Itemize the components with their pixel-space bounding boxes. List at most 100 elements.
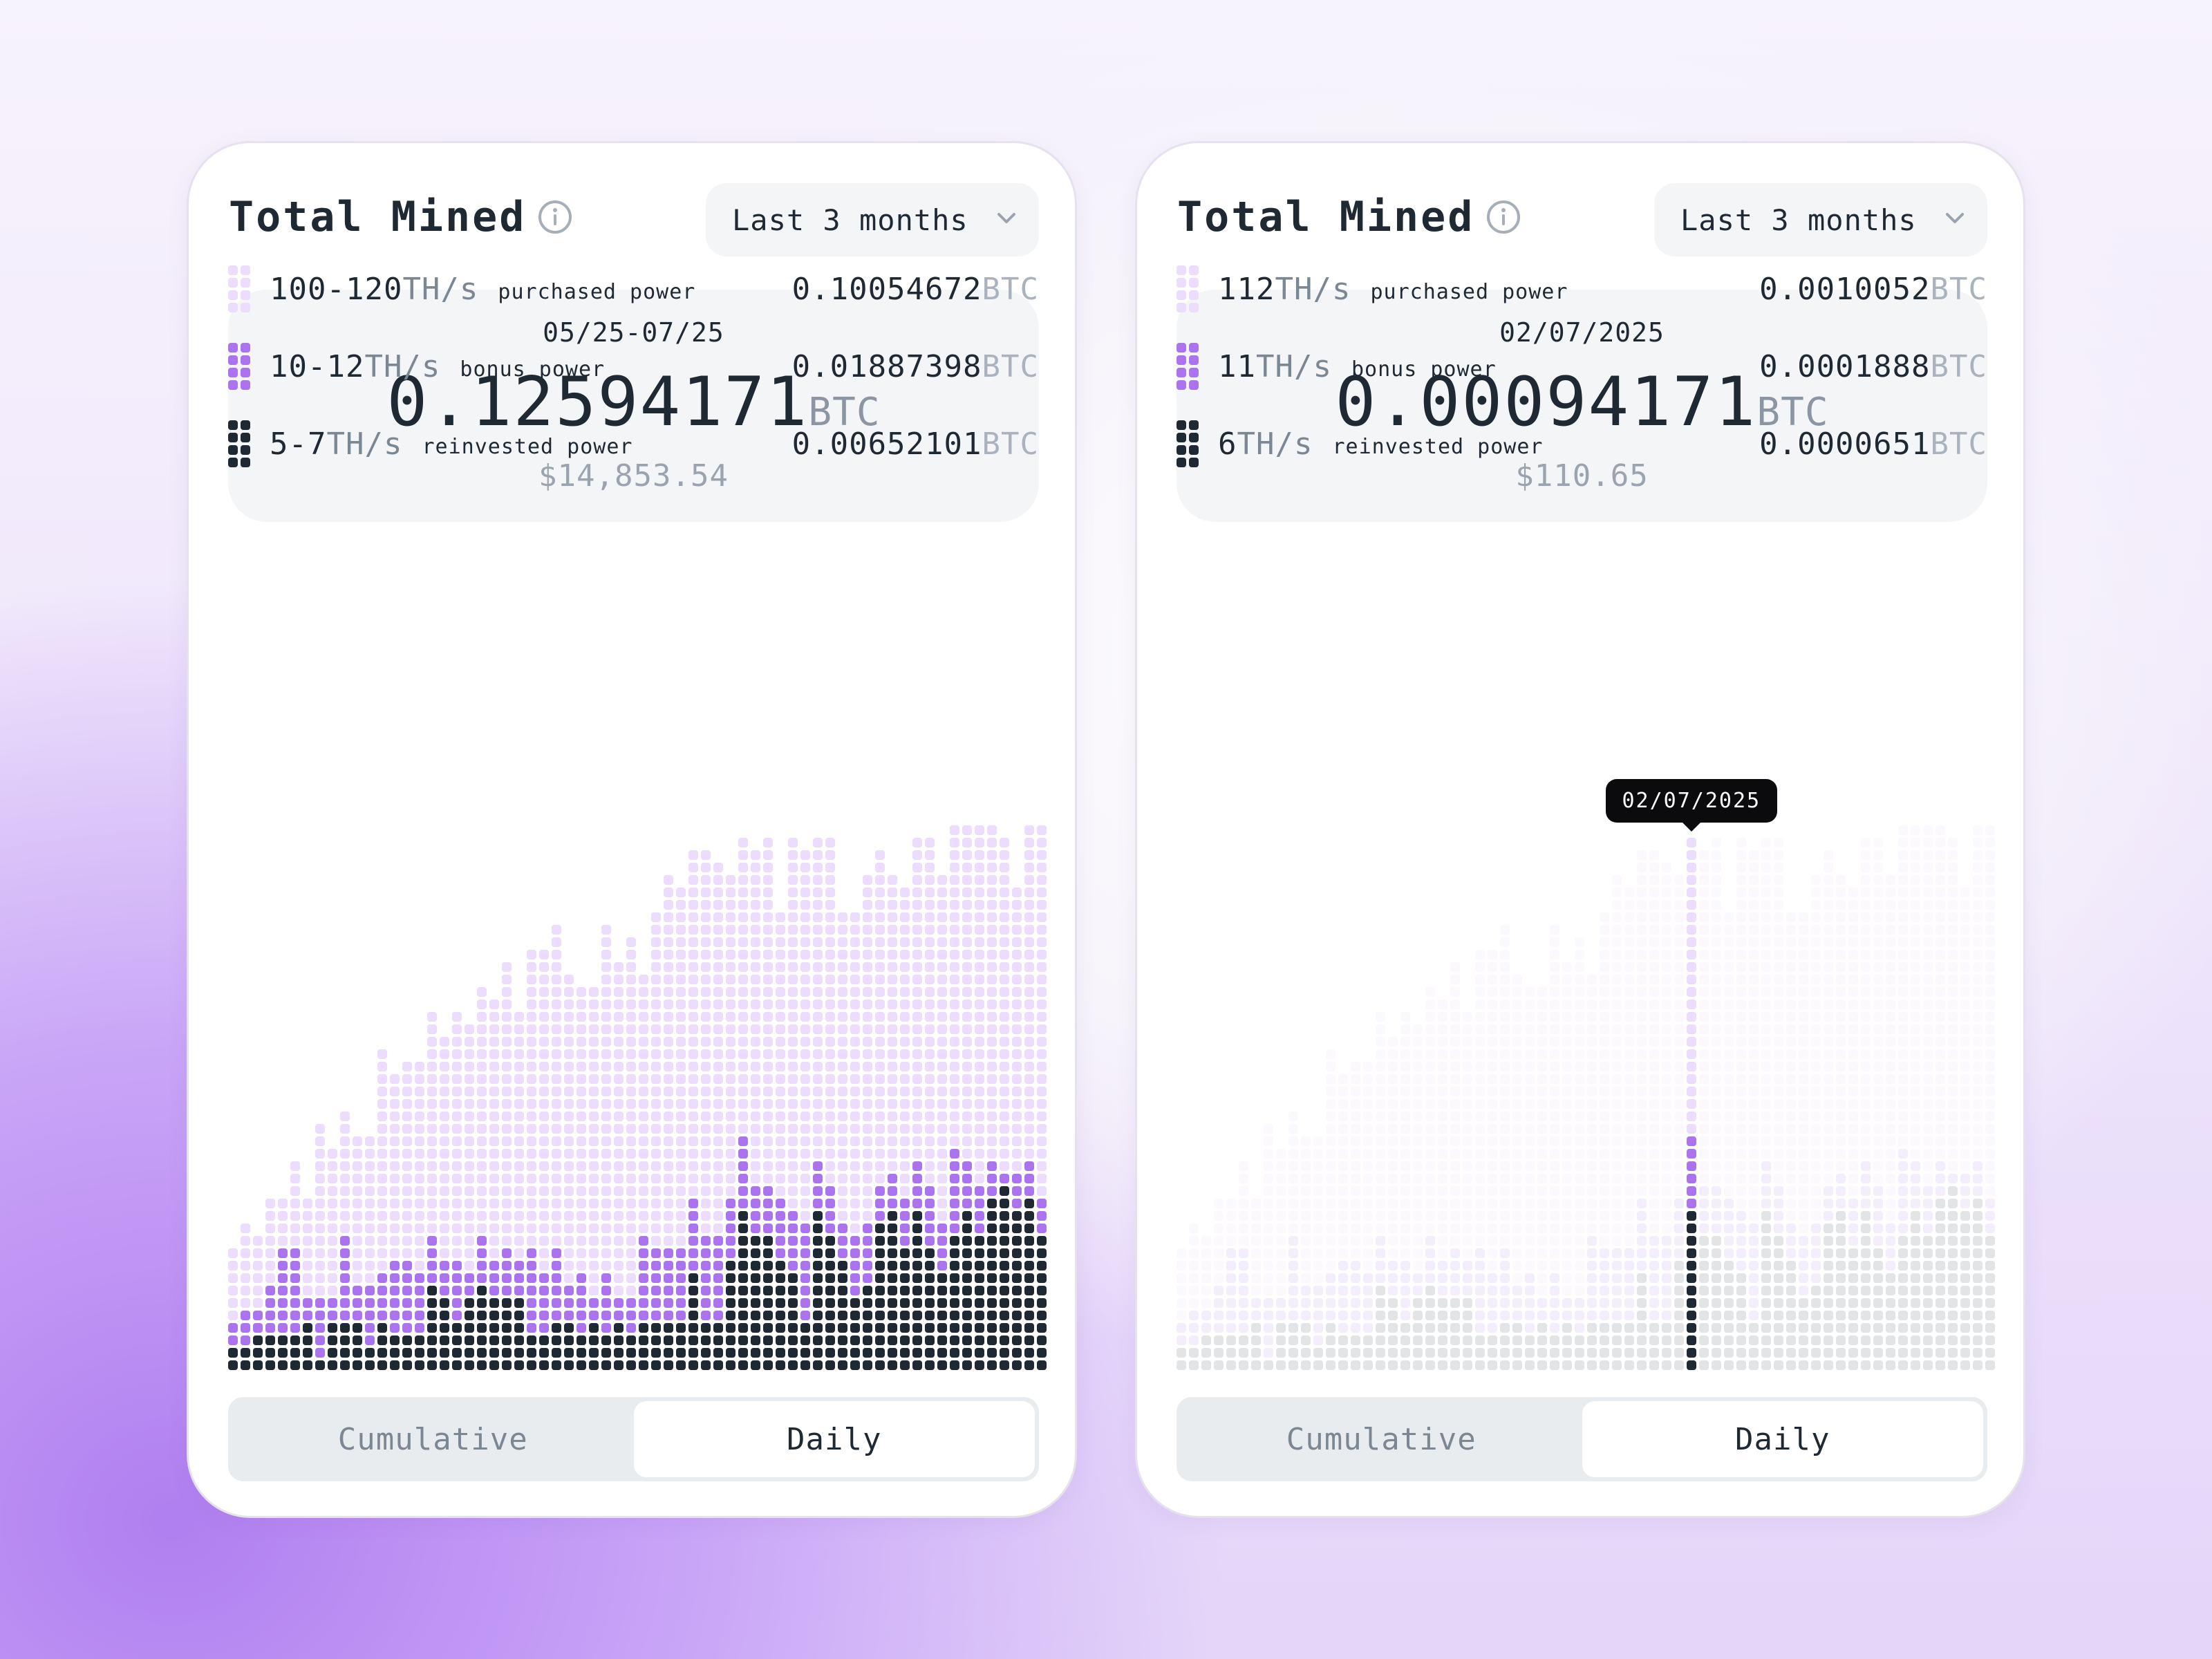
chart-cell-purchased — [402, 1099, 412, 1109]
chart-cell-purchased — [1948, 838, 1958, 847]
chart-cell-reinvested — [502, 1311, 512, 1320]
chart-cell-bonus — [315, 1311, 325, 1320]
chart-cell-purchased — [502, 1012, 512, 1022]
toggle-cumulative[interactable]: Cumulative — [337, 1421, 528, 1457]
chart-cell-purchased — [676, 962, 686, 972]
chart-cell-purchased — [265, 1236, 275, 1246]
chart-cell-purchased — [589, 1112, 599, 1121]
chart-cell-purchased — [1600, 1211, 1609, 1221]
chart-cell-purchased — [1674, 900, 1684, 910]
chart-cell-purchased — [1799, 925, 1808, 935]
chart-cell-purchased — [1774, 987, 1783, 997]
chart-mode-toggle[interactable]: Cumulative Daily — [228, 1397, 1039, 1481]
chart-mode-toggle[interactable]: Cumulative Daily — [1177, 1397, 1987, 1481]
chart-cell-purchased — [1985, 1024, 1995, 1034]
chart-cell-purchased — [713, 1112, 723, 1121]
chart-cell-purchased — [402, 1112, 412, 1121]
chart-cell-bonus — [1363, 1323, 1373, 1333]
info-icon[interactable] — [537, 199, 573, 235]
chart-cell-purchased — [1898, 1062, 1908, 1071]
range-select[interactable]: Last 3 months — [706, 183, 1039, 256]
chart-cell-reinvested — [465, 1360, 474, 1370]
chart-cell-purchased — [1612, 900, 1622, 910]
chart-cell-purchased — [713, 1174, 723, 1183]
chart-cell-purchased — [1388, 1248, 1398, 1258]
chart-cell-purchased — [900, 1037, 910, 1047]
chart-cell-purchased — [1338, 1224, 1348, 1233]
chart-cell-purchased — [937, 1074, 947, 1084]
chart-cell-reinvested — [1177, 1348, 1186, 1358]
chart-cell-reinvested — [912, 1335, 922, 1345]
chart-cell-bonus — [1985, 1211, 1995, 1221]
toggle-cumulative[interactable]: Cumulative — [1286, 1421, 1477, 1457]
legend-desc: purchased power — [498, 279, 696, 304]
chart-cell-purchased — [950, 1062, 959, 1071]
chart-cell-purchased — [1463, 1136, 1472, 1146]
chart-cell-purchased — [1985, 888, 1995, 897]
chart-cell-bonus — [1037, 1199, 1047, 1208]
chart-cell-reinvested — [925, 1360, 935, 1370]
toggle-daily[interactable]: Daily — [633, 1401, 1035, 1477]
chart-cell-purchased — [1637, 975, 1647, 984]
chart-cell-purchased — [937, 1037, 947, 1047]
chart-cell-purchased — [303, 1261, 312, 1271]
chart-cell-purchased — [688, 975, 698, 984]
mined-chart[interactable] — [228, 825, 1047, 1370]
chart-cell-purchased — [1786, 987, 1796, 997]
chart-cell-bonus — [1712, 1199, 1721, 1208]
chart-cell-bonus — [763, 1224, 773, 1233]
chart-cell-bonus — [900, 1199, 910, 1208]
chart-cell-purchased — [1550, 975, 1559, 984]
chart-cell-reinvested — [639, 1323, 648, 1333]
chart-cell-purchased — [788, 838, 798, 847]
info-icon[interactable] — [1485, 199, 1521, 235]
chart-cell-reinvested — [912, 1311, 922, 1320]
chart-cell-purchased — [1438, 1186, 1447, 1196]
chart-cell-reinvested — [1886, 1298, 1895, 1308]
mined-chart[interactable]: 02/07/2025 — [1177, 779, 1995, 1370]
chart-cell-purchased — [813, 863, 823, 872]
chart-cell-reinvested — [1836, 1224, 1846, 1233]
toggle-daily[interactable]: Daily — [1582, 1401, 1983, 1477]
chart-cell-bonus — [278, 1273, 288, 1283]
chart-cell-purchased — [626, 1049, 636, 1059]
chart-cell-purchased — [850, 1074, 860, 1084]
chart-cell-purchased — [614, 975, 624, 984]
chart-cell-purchased — [1388, 1124, 1398, 1134]
chart-cell-purchased — [1662, 863, 1671, 872]
chart-cell-purchased — [1923, 863, 1933, 872]
chart-cell-purchased — [1674, 1161, 1684, 1171]
chart-cell-purchased — [1500, 975, 1510, 984]
chart-cell-reinvested — [838, 1360, 847, 1370]
chart-cell-purchased — [1799, 1087, 1808, 1096]
chart-cell-purchased — [701, 1161, 711, 1171]
chart-cell-purchased — [937, 875, 947, 885]
chart-cell-purchased — [925, 1087, 935, 1096]
chart-cell-reinvested — [1861, 1211, 1871, 1221]
chart-cell-purchased — [1674, 1174, 1684, 1183]
chart-cell-purchased — [950, 962, 959, 972]
chart-cell-purchased — [489, 1186, 499, 1196]
chart-cell-reinvested — [1525, 1348, 1535, 1358]
chart-cell-reinvested — [465, 1311, 474, 1320]
chart-cell-purchased — [1525, 1049, 1535, 1059]
range-select[interactable]: Last 3 months — [1654, 183, 1987, 256]
chart-cell-purchased — [1923, 1161, 1933, 1171]
chart-cell-reinvested — [340, 1360, 350, 1370]
chart-cell-reinvested — [1886, 1311, 1895, 1320]
chart-cell-purchased — [738, 1124, 748, 1134]
chart-cell-purchased — [1214, 1224, 1224, 1233]
chart-cell-purchased — [1911, 937, 1920, 947]
chart-cell-purchased — [1189, 1261, 1199, 1271]
chart-cell-bonus — [377, 1286, 387, 1295]
chart-cell-purchased — [950, 1012, 959, 1022]
chart-cell-purchased — [1512, 1087, 1522, 1096]
chart-cell-purchased — [577, 1149, 586, 1159]
chart-cell-purchased — [863, 975, 872, 984]
chart-cell-reinvested — [1674, 1298, 1684, 1308]
chart-cell-purchased — [1824, 875, 1833, 885]
chart-cell-purchased — [1624, 1037, 1634, 1047]
chart-cell-purchased — [651, 962, 661, 972]
chart-cell-reinvested — [738, 1273, 748, 1283]
chart-cell-reinvested — [726, 1298, 735, 1308]
